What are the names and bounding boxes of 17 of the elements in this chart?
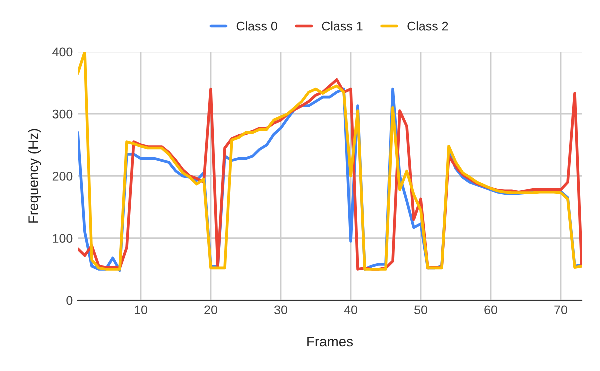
x-tick-label: 50: [414, 306, 428, 315]
y-tick-label: 300: [52, 110, 73, 119]
x-tick-label: 30: [274, 306, 288, 315]
legend-label: Class 2: [408, 22, 448, 31]
y-tick-label: 200: [52, 172, 73, 181]
y-axis-title: Frequency (Hz): [28, 129, 42, 223]
x-tick-label: 60: [484, 306, 498, 315]
y-tick-label: 100: [53, 234, 73, 244]
x-tick-label: 40: [344, 306, 358, 315]
x-tick-label: 20: [204, 306, 218, 315]
y-tick-label: 400: [52, 48, 73, 57]
x-tick-label: 10: [135, 306, 148, 315]
legend-label: Class 1: [322, 22, 363, 31]
y-tick-label: 0: [66, 296, 73, 306]
legend-label: Class 0: [236, 22, 278, 31]
x-axis-title: Frames: [308, 336, 354, 347]
x-tick-label: 70: [554, 306, 568, 315]
